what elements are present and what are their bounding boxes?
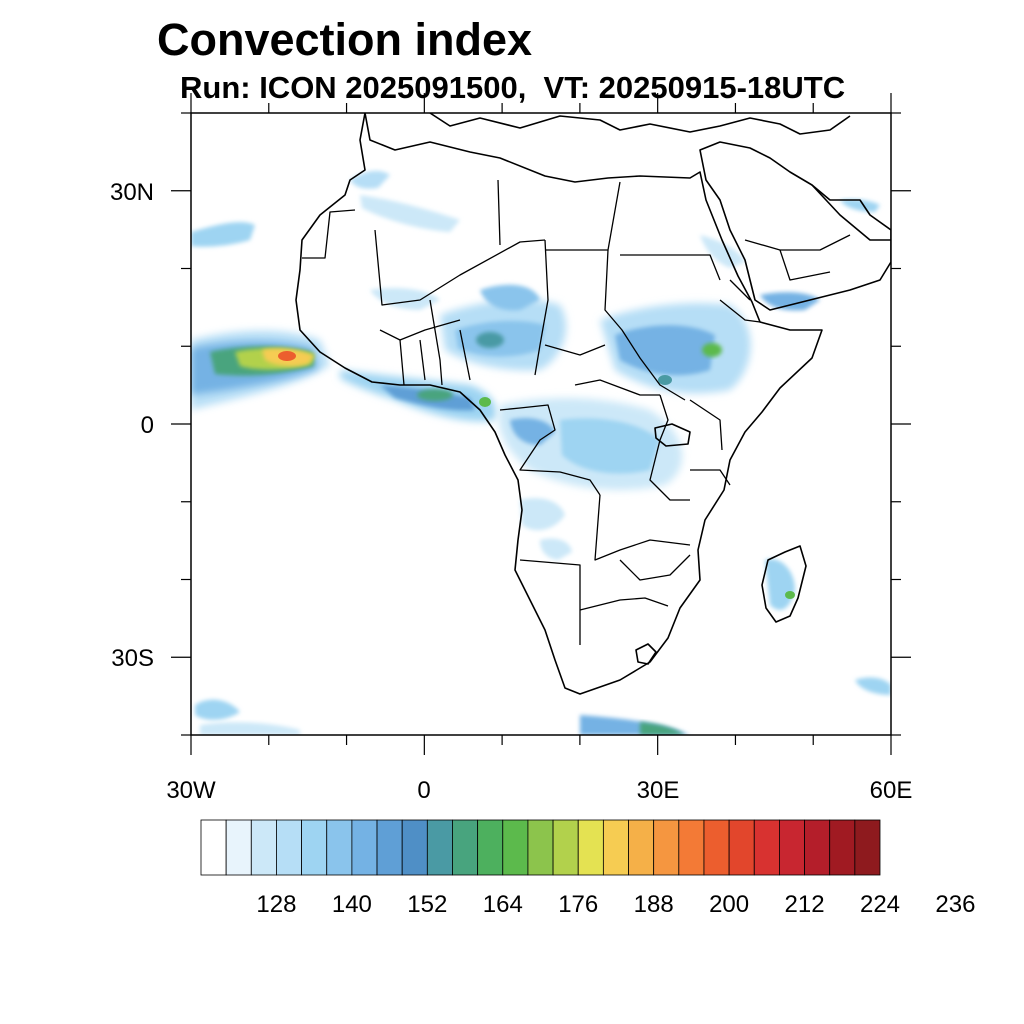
colorbar-swatch (552, 819, 579, 876)
field-ethiopian-highlands (600, 235, 820, 394)
colorbar-swatch (804, 819, 831, 876)
colorbar-swatch (527, 819, 554, 876)
lat-label-30s: 30S (111, 645, 154, 672)
colorbar-swatch (854, 819, 881, 876)
colorbar-swatch (401, 819, 428, 876)
colorbar-swatch (452, 819, 479, 876)
colorbar-label: 176 (558, 891, 598, 918)
africa-coastline (295, 113, 823, 695)
colorbar-swatch (602, 819, 629, 876)
colorbar-label: 212 (785, 891, 825, 918)
colorbar-swatch (200, 819, 227, 876)
map-frame (171, 93, 911, 755)
lake-in-south-africa (635, 643, 657, 665)
persian-gulf-coast (811, 184, 891, 241)
colorbar-label: 140 (332, 891, 372, 918)
colorbar-label: 236 (935, 891, 975, 918)
field-atlantic-itcz-band (191, 222, 330, 410)
colorbar-label: 128 (256, 891, 296, 918)
colorbar-label: 164 (483, 891, 523, 918)
colorbar-swatch (301, 819, 328, 876)
colorbar-swatch (477, 819, 504, 876)
field-madagascar (765, 559, 795, 610)
colorbar-label: 200 (709, 891, 749, 918)
field-sahel-band (350, 170, 567, 371)
colorbar-swatch (326, 819, 353, 876)
colorbar-swatch (577, 819, 604, 876)
colorbar-swatch (276, 819, 302, 876)
coastlines (295, 113, 891, 695)
mediterranean-north-coast (429, 113, 851, 135)
colorbar-labels: 128 140 152 164 176 188 200 212 224 236 (256, 891, 975, 918)
colorbar-swatch (678, 819, 705, 876)
field-congo-basin (498, 398, 683, 560)
colorbar-swatch (628, 819, 655, 876)
tick-labels: 30N 0 30S 30W 0 30E 60E (110, 179, 912, 804)
colorbar-label: 224 (860, 891, 900, 918)
lon-label-60e: 60E (870, 777, 913, 804)
colorbar-swatch (250, 819, 277, 876)
madagascar-coastline (761, 545, 807, 623)
convection-field (191, 170, 891, 735)
map-subtitle: Run: ICON 2025091500, VT: 20250915-18UTC (180, 70, 846, 105)
colorbar-swatch (376, 819, 403, 876)
lon-label-30e: 30E (637, 777, 680, 804)
lat-label-30n: 30N (110, 179, 154, 206)
lat-label-0: 0 (141, 412, 154, 439)
colorbar-swatch (703, 819, 730, 876)
colorbar-label: 152 (407, 891, 447, 918)
arabia-coastline (699, 141, 891, 311)
lon-label-0: 0 (417, 777, 430, 804)
colorbar-swatch (829, 819, 856, 876)
colorbar (200, 819, 881, 876)
map-title: Convection index (157, 14, 533, 65)
colorbar-swatch (225, 819, 252, 876)
colorbar-swatch (653, 819, 680, 876)
colorbar-swatch (753, 819, 780, 876)
colorbar-swatch (779, 819, 805, 876)
great-lake-victoria (654, 423, 691, 447)
field-southern-ocean-bands (195, 199, 891, 735)
colorbar-label: 188 (634, 891, 674, 918)
colorbar-swatch (502, 819, 529, 876)
colorbar-swatch (351, 819, 378, 876)
colorbar-swatch (426, 819, 453, 876)
country-borders (302, 179, 851, 645)
colorbar-swatch (728, 819, 755, 876)
lon-label-30w: 30W (166, 777, 216, 804)
